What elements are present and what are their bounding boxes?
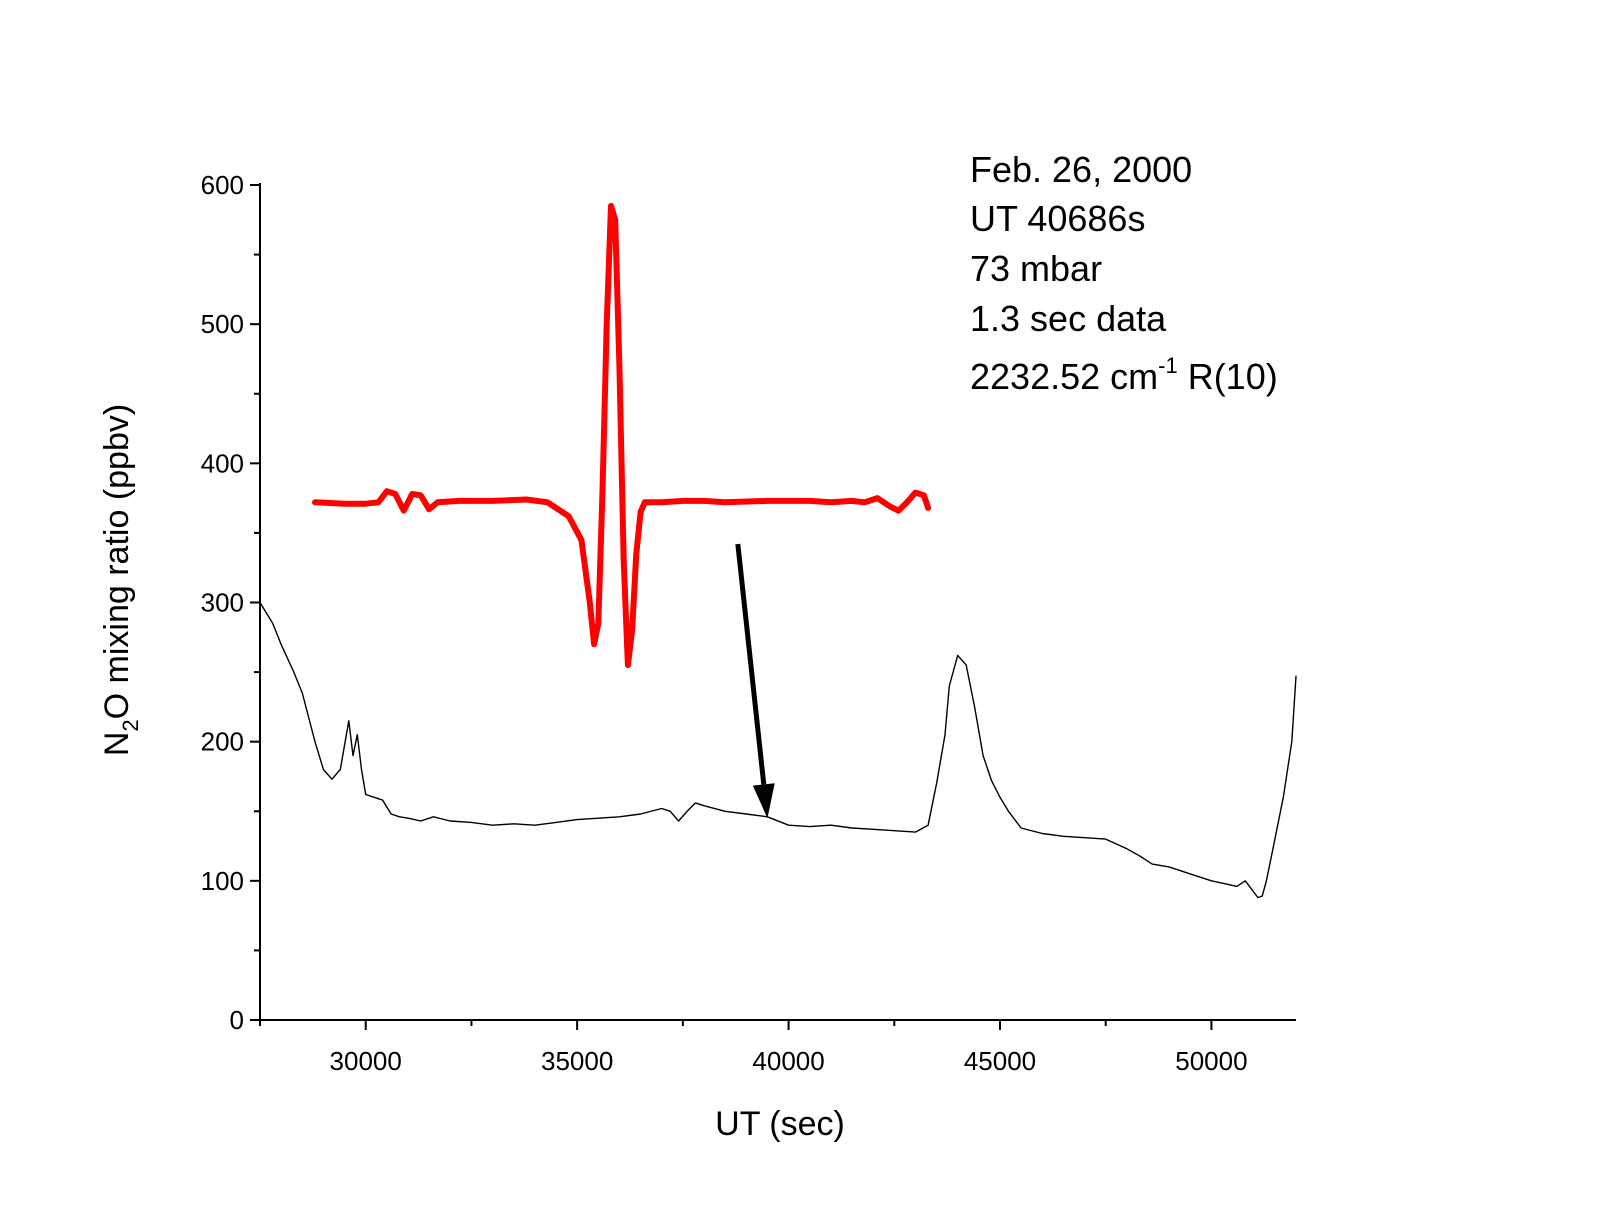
- y-axis-title-rest: O mixing ratio (ppbv): [98, 404, 136, 720]
- arrow-shaft: [735, 543, 767, 785]
- y-tick-label: 100: [201, 866, 244, 896]
- annotation-date: Feb. 26, 2000: [970, 149, 1192, 190]
- x-tick-label: 35000: [541, 1046, 613, 1076]
- x-tick-label: 50000: [1175, 1046, 1247, 1076]
- x-tick-label: 40000: [752, 1046, 824, 1076]
- arrow-head: [752, 783, 775, 819]
- annotation-wavenumber-main: 2232.52 cm: [970, 356, 1158, 397]
- y-axis-title-subscript: 2: [118, 719, 143, 731]
- x-axis-title: UT (sec): [715, 1105, 845, 1143]
- series-layer: [259, 202, 1297, 899]
- x-tick-label: 30000: [330, 1046, 402, 1076]
- axes: 0 100 200 300 400 500 600 30000 35000 40000 45000 5…: [201, 170, 1296, 1076]
- y-tick-label: 300: [201, 588, 244, 618]
- y-tick-label: 500: [201, 309, 244, 339]
- y-tick-label: 200: [201, 727, 244, 757]
- annotation-ut: UT 40686s: [970, 198, 1145, 239]
- arrow-layer: [735, 543, 775, 819]
- y-tick-label: 600: [201, 170, 244, 200]
- y-tick-label: 0: [230, 1005, 244, 1035]
- x-tick-label: 45000: [964, 1046, 1036, 1076]
- y-axis-title-n: N: [98, 732, 136, 757]
- y-tick-label: 400: [201, 448, 244, 478]
- annotation-wavenumber-sup: -1: [1158, 353, 1178, 378]
- annotation-pressure: 73 mbar: [970, 248, 1102, 289]
- annotation-block: Feb. 26, 2000 UT 40686s 73 mbar 1.3 sec …: [970, 149, 1278, 397]
- annotation-wavenumber: 2232.52 cm-1 R(10): [970, 353, 1278, 397]
- series-line-black: [259, 601, 1297, 899]
- annotation-data-rate: 1.3 sec data: [970, 298, 1167, 339]
- annotation-wavenumber-tail: R(10): [1178, 356, 1278, 397]
- y-axis-title: N2O mixing ratio (ppbv): [98, 404, 143, 756]
- series-line-red: [312, 202, 932, 669]
